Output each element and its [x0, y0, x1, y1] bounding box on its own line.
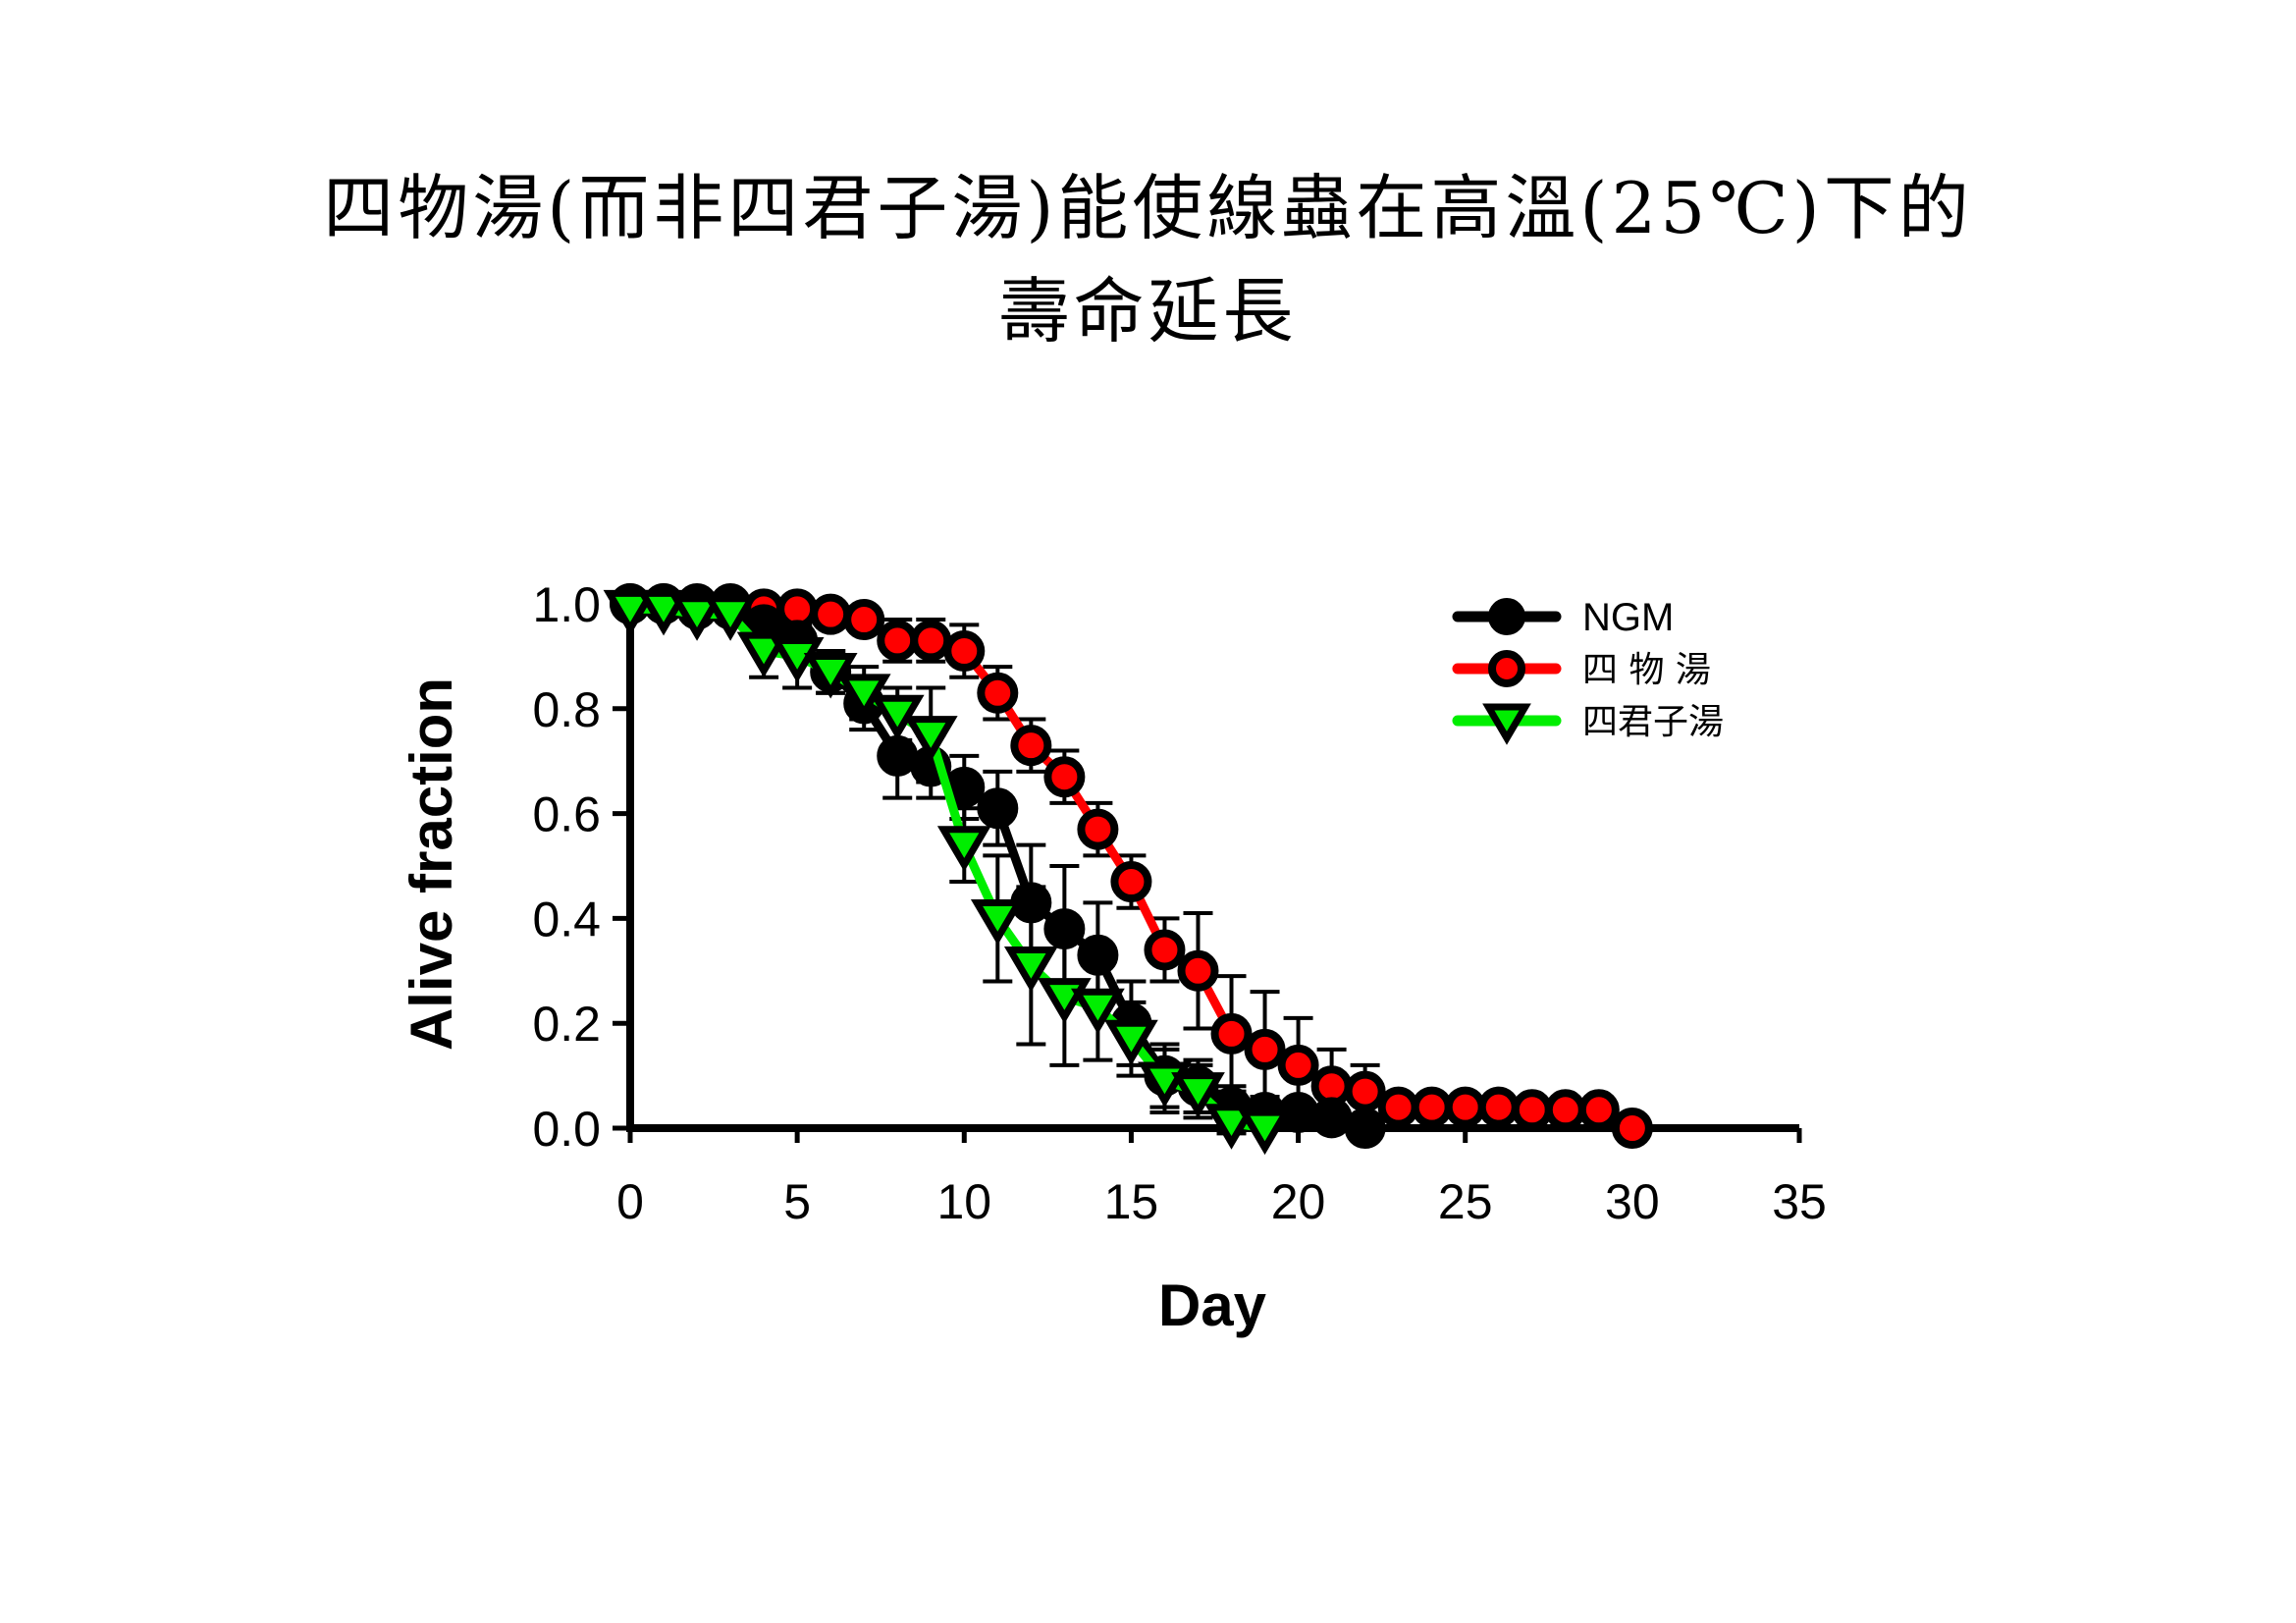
data-point [1210, 1012, 1253, 1055]
x-tick-label: 35 [1772, 1174, 1827, 1229]
data-point [1444, 1086, 1486, 1128]
data-point [636, 589, 691, 636]
data-point [977, 672, 1019, 714]
x-tick-label: 30 [1605, 1174, 1660, 1229]
legend-label: 四君子湯 [1582, 702, 1724, 742]
y-axis-label: Alive fraction [399, 677, 464, 1051]
axes: 0 5 10 15 20 25 30 35 0.0 0.2 0.4 0.6 0.8 1.0 [532, 577, 1826, 1229]
chart-title: 四物湯(而非四君子湯)能使線蟲在高溫(25℃)下的 壽命延長 [0, 157, 2296, 363]
x-tick-label: 5 [783, 1174, 811, 1229]
data-point [1110, 861, 1152, 903]
data-point [1003, 947, 1058, 993]
data-point [810, 593, 852, 635]
legend-item: NGM [1452, 596, 1674, 639]
x-tick-label: 0 [616, 1174, 644, 1229]
y-tick-label: 0.6 [532, 787, 601, 842]
data-point [1043, 756, 1086, 798]
legend-item: 四 物 湯 [1452, 650, 1711, 690]
data-point [1277, 1044, 1319, 1086]
legend-marker [1482, 703, 1531, 745]
data-point [1244, 1028, 1286, 1070]
legend-label: 四 物 湯 [1582, 650, 1711, 690]
data-point [1171, 1072, 1225, 1118]
data-point [977, 787, 1019, 830]
data-point [1310, 1097, 1353, 1139]
legend-label: NGM [1582, 596, 1674, 639]
y-tick-label: 1.0 [532, 577, 601, 632]
data-point [603, 589, 658, 636]
data-point [936, 826, 991, 872]
data-marks [603, 583, 1653, 1156]
chart-title-line1: 四物湯(而非四君子湯)能使線蟲在高溫(25℃)下的 [323, 167, 1973, 249]
y-tick-label: 0.8 [532, 682, 601, 737]
data-point [1104, 1019, 1158, 1066]
series-2 [603, 589, 1292, 1156]
x-tick-label: 20 [1271, 1174, 1326, 1229]
x-tick-label: 10 [936, 1174, 991, 1229]
data-point [703, 595, 758, 641]
data-point [1411, 1086, 1453, 1128]
data-point [1144, 929, 1186, 971]
y-tick-label: 0.4 [532, 892, 601, 947]
data-point [970, 898, 1025, 946]
data-point [903, 716, 958, 762]
data-point [1344, 1070, 1386, 1112]
data-point [910, 620, 952, 662]
x-tick-label: 25 [1438, 1174, 1493, 1229]
y-tick-label: 0.0 [532, 1102, 601, 1157]
data-point [1377, 1086, 1419, 1128]
data-point [1344, 1108, 1386, 1149]
legend-item: 四君子湯 [1452, 702, 1724, 745]
data-point [943, 630, 986, 673]
data-point [1544, 1089, 1586, 1131]
data-point [1238, 1109, 1292, 1156]
legend-marker [1488, 650, 1525, 687]
data-point [1077, 808, 1119, 850]
x-axis-label: Day [1158, 1272, 1267, 1338]
data-point [843, 599, 885, 641]
legend-marker [1488, 598, 1525, 635]
data-point [669, 595, 724, 641]
data-point [1577, 1089, 1620, 1131]
data-point [877, 620, 919, 662]
data-point [736, 631, 791, 678]
data-point [1071, 988, 1125, 1035]
data-point [1010, 725, 1052, 767]
y-tick-label: 0.2 [532, 997, 601, 1052]
chart-title-line2: 壽命延長 [998, 270, 1298, 352]
data-point [1177, 949, 1219, 992]
data-point [1204, 1104, 1258, 1150]
data-point [1511, 1089, 1553, 1131]
data-point [1611, 1108, 1653, 1149]
x-tick-label: 15 [1104, 1174, 1159, 1229]
data-point [1477, 1086, 1520, 1128]
data-point [877, 734, 919, 777]
